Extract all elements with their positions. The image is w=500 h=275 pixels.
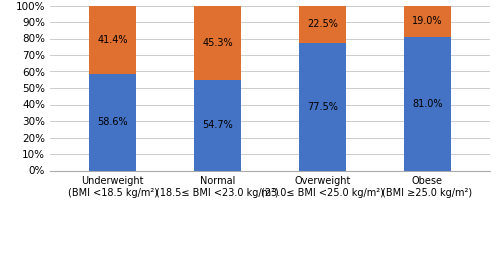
Bar bbox=[404, 6, 450, 37]
Text: 41.4%: 41.4% bbox=[98, 35, 128, 45]
Bar bbox=[90, 74, 136, 170]
Bar bbox=[90, 6, 136, 74]
Bar bbox=[299, 43, 346, 170]
Text: 77.5%: 77.5% bbox=[307, 101, 338, 112]
Text: 81.0%: 81.0% bbox=[412, 99, 442, 109]
Text: 22.5%: 22.5% bbox=[307, 19, 338, 29]
Text: 58.6%: 58.6% bbox=[98, 117, 128, 127]
Text: 54.7%: 54.7% bbox=[202, 120, 233, 130]
Bar bbox=[404, 37, 450, 170]
Text: 45.3%: 45.3% bbox=[202, 38, 233, 48]
Bar bbox=[194, 6, 241, 80]
Bar bbox=[299, 6, 346, 43]
Text: 19.0%: 19.0% bbox=[412, 16, 442, 26]
Bar bbox=[194, 80, 241, 170]
